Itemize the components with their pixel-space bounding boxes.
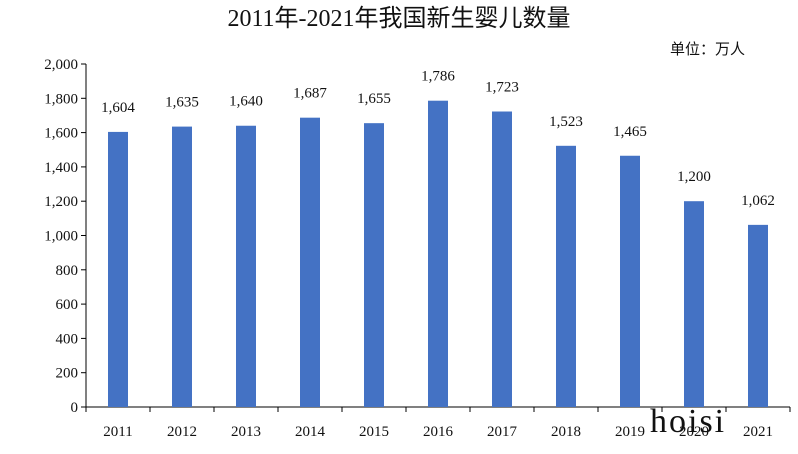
bar-2012 (172, 126, 192, 407)
x-tick-label: 2012 (167, 424, 197, 440)
y-axis: 0 200 400 600 800 1,000 1,200 1,400 1,600 1,800 2,… (44, 57, 87, 416)
data-label: 1,635 (165, 95, 199, 111)
bar-2016 (428, 100, 448, 408)
bar-2019 (620, 155, 640, 407)
x-tick-label: 2018 (551, 424, 581, 440)
x-tick-label: 2016 (423, 424, 454, 440)
y-tick-label: 1,200 (44, 194, 78, 210)
data-label: 1,723 (485, 80, 519, 96)
bar-2020 (684, 201, 704, 407)
y-tick-label: 2,000 (44, 57, 78, 73)
y-tick-label: 200 (56, 366, 79, 382)
y-tick-label: 1,600 (44, 126, 78, 142)
bar-2015 (364, 123, 384, 407)
data-label: 1,062 (741, 193, 775, 209)
bar-2011 (108, 131, 128, 407)
x-tick-label: 2015 (359, 424, 389, 440)
bar-2018 (556, 145, 576, 408)
chart-title: 2011年-2021年我国新生婴儿数量 (227, 5, 570, 32)
data-label: 1,640 (229, 94, 263, 110)
x-tick-label: 2020 (679, 424, 709, 440)
data-label: 1,786 (421, 69, 455, 85)
data-labels-group: 1,604 1,635 1,640 1,687 1,655 1,786 1,723 1,523… (101, 69, 775, 209)
y-tick-label: 0 (71, 400, 79, 416)
y-tick-label: 1,400 (44, 160, 78, 176)
bar-2021 (748, 224, 768, 407)
x-tick-label: 2019 (615, 424, 645, 440)
data-label: 1,687 (293, 86, 327, 102)
x-tick-label: 2021 (743, 424, 773, 440)
data-label: 1,465 (613, 124, 647, 140)
x-tick-label: 2014 (295, 424, 326, 440)
unit-label: 单位：万人 (670, 41, 745, 58)
bars-group (108, 100, 768, 408)
y-tick-label: 400 (56, 331, 79, 347)
bar-2014 (300, 117, 320, 407)
watermark: hoisi (650, 403, 726, 440)
x-tick-label: 2011 (103, 424, 132, 440)
x-tick-label: 2017 (487, 424, 518, 440)
y-tick-label: 600 (56, 297, 79, 313)
x-tick-label: 2013 (231, 424, 261, 440)
y-tick-label: 800 (56, 263, 79, 279)
data-label: 1,604 (101, 100, 135, 116)
y-tick-label: 1,000 (44, 229, 78, 245)
y-tick-label: 1,800 (44, 91, 78, 107)
data-label: 1,655 (357, 91, 391, 107)
data-label: 1,523 (549, 114, 583, 130)
data-label: 1,200 (677, 169, 711, 185)
bar-2013 (236, 125, 256, 408)
bar-2017 (492, 111, 512, 408)
